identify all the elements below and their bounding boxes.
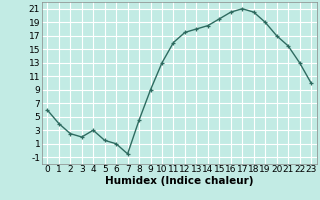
- X-axis label: Humidex (Indice chaleur): Humidex (Indice chaleur): [105, 176, 253, 186]
